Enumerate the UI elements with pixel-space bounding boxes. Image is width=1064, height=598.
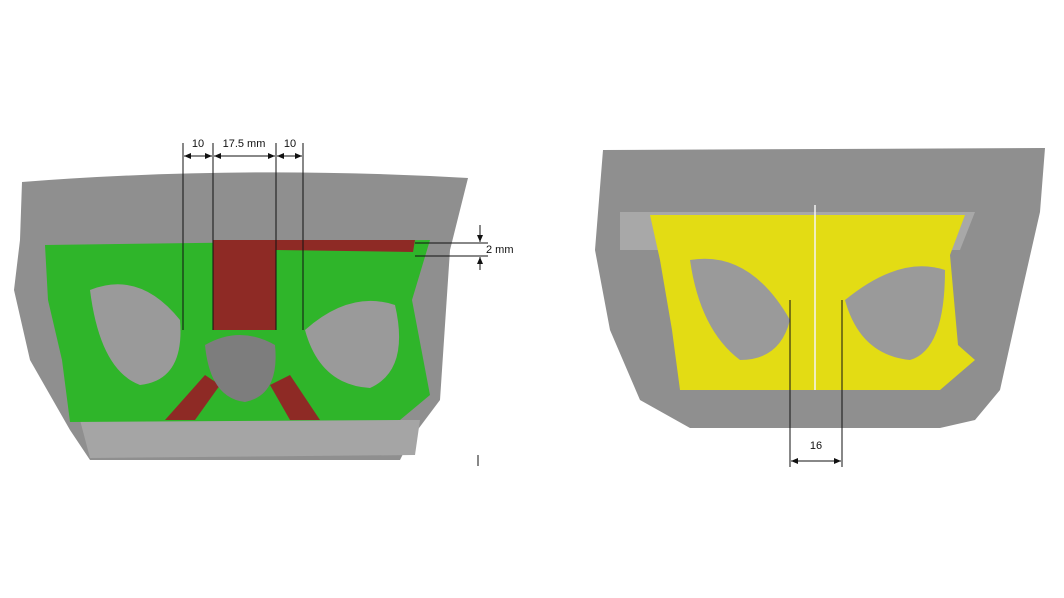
red-region [213, 240, 276, 330]
dimension-label: 16 [810, 440, 822, 452]
dimension-label: 10 [192, 138, 204, 150]
dimension-label: 17.5 mm [223, 138, 266, 150]
red-region [165, 375, 220, 420]
dimension-label: 10 [284, 138, 296, 150]
red-strip [276, 240, 415, 252]
right-skull [595, 148, 1045, 428]
orbit [690, 258, 790, 360]
left-dimensions: 10 17.5 mm 10 2 mm [182, 138, 514, 466]
orbit [305, 300, 400, 388]
dimension-label: 2 mm [486, 244, 514, 256]
orbit [90, 284, 181, 385]
orbit [845, 266, 945, 360]
red-region [270, 375, 320, 420]
nasal-bone [205, 335, 276, 402]
left-skull [14, 172, 468, 460]
right-dimensions: 16 [789, 300, 843, 467]
